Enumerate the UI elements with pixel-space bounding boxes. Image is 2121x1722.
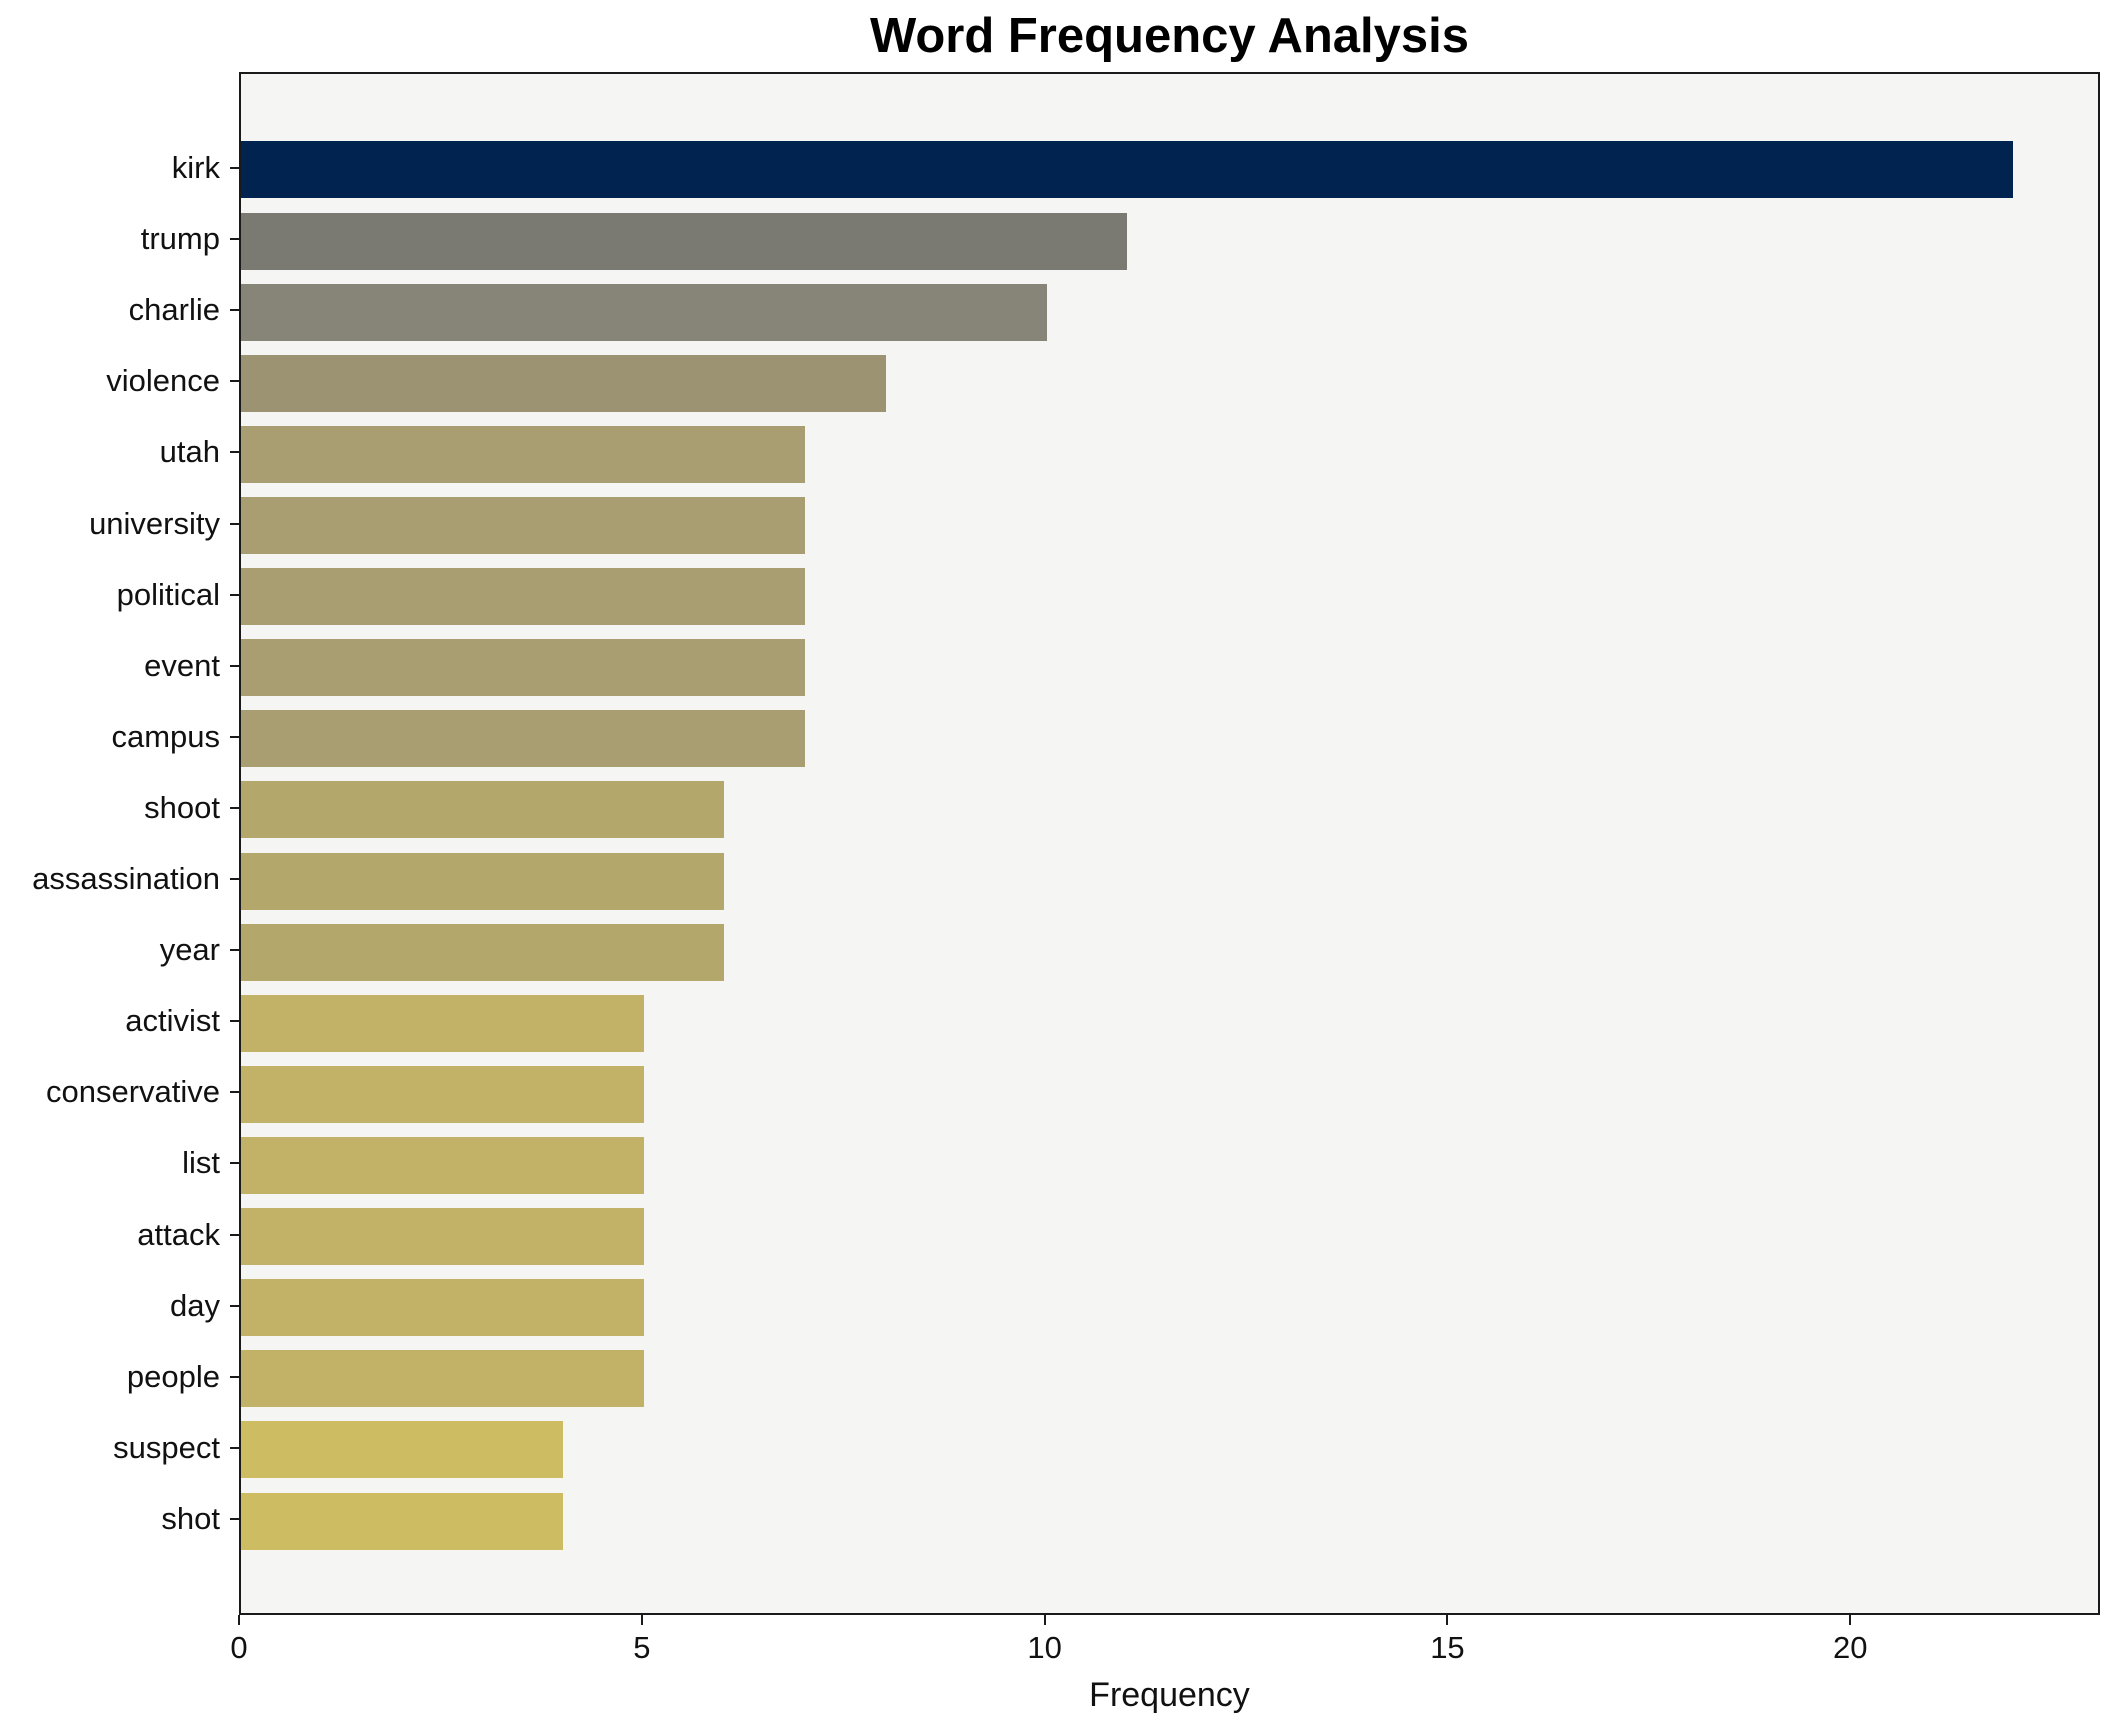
y-tick-label-charlie: charlie [128, 292, 220, 328]
y-tick-mark [230, 949, 239, 952]
y-tick-mark [230, 1304, 239, 1307]
bar-utah [241, 425, 805, 483]
y-tick-label-year: year [159, 932, 220, 968]
y-tick-label-people: people [126, 1358, 220, 1394]
x-tick-mark [1446, 1615, 1449, 1625]
x-tick-label-0: 0 [230, 1630, 248, 1665]
y-tick-mark [230, 238, 239, 241]
y-tick-mark [230, 522, 239, 525]
y-tick-label-political: political [116, 576, 220, 612]
y-tick-label-suspect: suspect [113, 1429, 220, 1465]
x-tick-label-10: 10 [1027, 1630, 1062, 1665]
bar-people [241, 1350, 644, 1408]
bar-university [241, 497, 805, 555]
bar-suspect [241, 1421, 564, 1479]
chart-title: Word Frequency Analysis [869, 9, 1470, 63]
y-tick-mark [230, 735, 239, 738]
x-axis-label: Frequency [1089, 1676, 1250, 1714]
y-tick-mark [230, 1233, 239, 1236]
y-tick-label-utah: utah [159, 434, 220, 470]
y-tick-mark [230, 664, 239, 667]
y-tick-mark [230, 166, 239, 169]
bar-assassination [241, 852, 725, 910]
x-tick-label-20: 20 [1833, 1630, 1868, 1665]
bar-event [241, 639, 805, 697]
y-tick-label-shoot: shoot [144, 789, 220, 825]
y-tick-label-list: list [182, 1145, 220, 1181]
y-tick-label-shot: shot [161, 1501, 220, 1536]
bar-violence [241, 354, 886, 412]
x-tick-mark [1043, 1615, 1046, 1625]
bar-activist [241, 994, 644, 1052]
y-tick-mark [230, 1091, 239, 1094]
bar-conservative [241, 1065, 644, 1123]
y-tick-mark [230, 806, 239, 809]
y-tick-mark [230, 1020, 239, 1023]
x-tick-label-5: 5 [633, 1630, 651, 1665]
bar-day [241, 1279, 644, 1337]
bar-charlie [241, 283, 1047, 341]
y-tick-label-violence: violence [106, 363, 220, 399]
y-tick-label-assassination: assassination [32, 861, 220, 897]
y-tick-label-university: university [89, 505, 220, 541]
y-tick-mark [230, 451, 239, 454]
bar-year [241, 923, 725, 981]
y-tick-label-event: event [144, 647, 220, 683]
y-tick-label-kirk: kirk [171, 149, 220, 185]
y-tick-mark [230, 1446, 239, 1449]
x-tick-mark [640, 1615, 643, 1625]
bar-shoot [241, 781, 725, 839]
y-tick-label-trump: trump [140, 221, 220, 257]
y-tick-mark [230, 309, 239, 312]
y-tick-mark [230, 1162, 239, 1165]
bar-list [241, 1136, 644, 1194]
y-tick-mark [230, 1375, 239, 1378]
x-tick-label-15: 15 [1430, 1630, 1465, 1665]
bar-kirk [241, 141, 2014, 199]
bar-trump [241, 212, 1128, 270]
y-tick-label-campus: campus [111, 718, 220, 754]
y-tick-label-activist: activist [125, 1003, 220, 1039]
bar-campus [241, 710, 805, 768]
y-tick-mark [230, 380, 239, 383]
x-tick-mark [238, 1615, 240, 1625]
y-tick-mark [230, 878, 239, 881]
bar-political [241, 568, 805, 626]
x-tick-mark [1849, 1615, 1852, 1625]
y-tick-mark [230, 1518, 239, 1520]
y-tick-label-conservative: conservative [45, 1074, 220, 1110]
plot-area [239, 72, 2100, 1615]
y-tick-label-attack: attack [137, 1216, 220, 1252]
bar-shot [241, 1492, 564, 1550]
y-tick-mark [230, 593, 239, 596]
bar-attack [241, 1208, 644, 1266]
y-tick-label-day: day [170, 1287, 220, 1323]
